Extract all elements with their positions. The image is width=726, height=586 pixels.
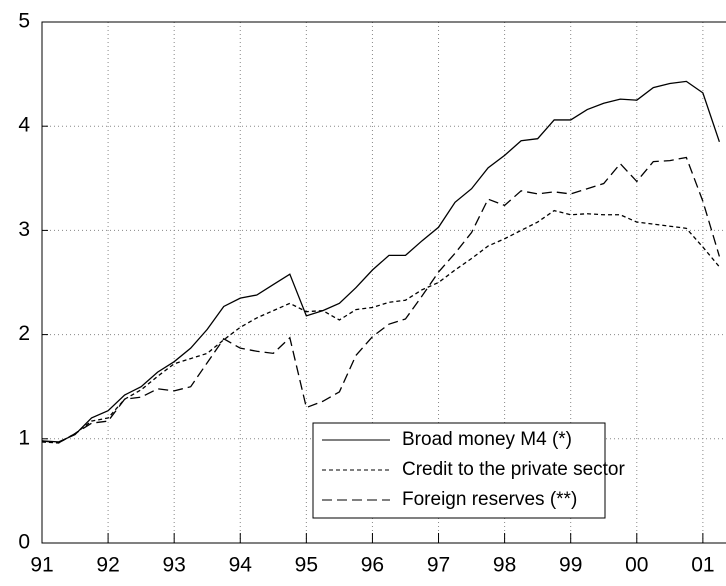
x-tick-label: 95: [295, 554, 318, 577]
legend-box: [312, 422, 606, 519]
x-tick-label: 93: [162, 554, 185, 577]
y-tick-label: 2: [18, 322, 30, 345]
y-tick-label: 5: [18, 10, 30, 33]
data-line: [41, 156, 721, 444]
legend-label: Broad money M4 (*): [402, 429, 572, 450]
axis-frame: [41, 21, 726, 544]
y-tick-label: 3: [18, 218, 30, 241]
data-line: [41, 209, 720, 444]
x-tick-label: 00: [625, 554, 648, 577]
y-tick-label: 4: [18, 114, 30, 137]
x-tick-label: 99: [559, 554, 582, 577]
x-tick-label: 91: [30, 554, 53, 577]
y-tick-label: 1: [18, 426, 30, 449]
x-tick-label: 96: [361, 554, 384, 577]
legend-label: Foreign reserves (**): [402, 489, 577, 510]
x-tick-label: 01: [691, 554, 714, 577]
y-tick-label: 0: [18, 531, 30, 554]
data-line: [41, 80, 721, 443]
x-tick-label: 97: [427, 554, 450, 577]
x-tick-label: 94: [229, 554, 253, 577]
legend-label: Credit to the private sector: [402, 459, 625, 480]
x-tick-label: 98: [493, 554, 516, 577]
x-tick-label: 92: [96, 554, 119, 577]
